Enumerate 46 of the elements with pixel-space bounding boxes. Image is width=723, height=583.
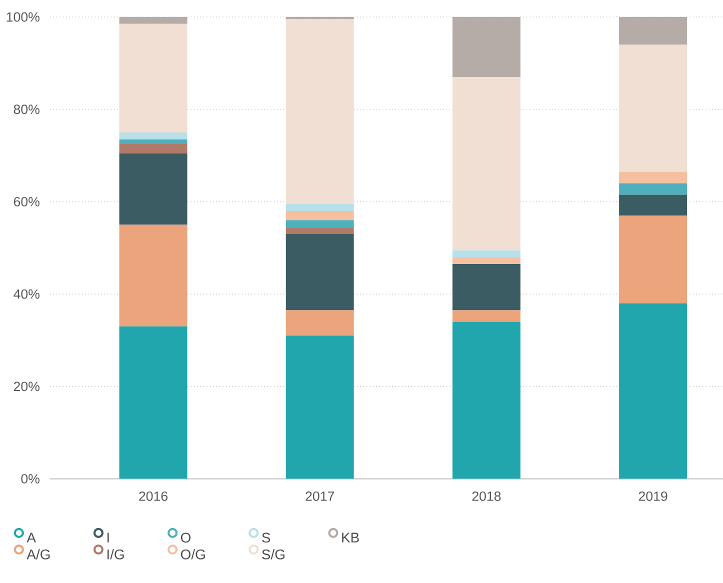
legend-label: O/G (180, 549, 205, 560)
bar (286, 19, 354, 204)
bar (452, 77, 520, 250)
bar (619, 216, 688, 304)
bar (452, 257, 520, 264)
y-tick-label: 20% (14, 382, 40, 392)
legend-label: KB (342, 532, 359, 543)
bar (286, 211, 354, 220)
bar (286, 234, 354, 310)
bar (119, 144, 188, 154)
bar (286, 310, 354, 336)
y-tick-label: 0% (21, 474, 40, 484)
y-tick-label: 80% (14, 104, 40, 114)
bar (619, 183, 688, 195)
bar (452, 250, 520, 258)
legend-label: A/G (26, 549, 50, 560)
bar (619, 172, 688, 184)
bar (452, 322, 520, 479)
y-tick-label: 100% (6, 12, 40, 22)
bar (452, 310, 520, 322)
bar (119, 132, 188, 140)
bar (619, 303, 688, 479)
x-tick-label: 2018 (472, 492, 501, 502)
legend-label: S (262, 532, 270, 543)
legend-label: I/G (108, 549, 124, 560)
bar (286, 227, 354, 234)
y-tick-label: 60% (14, 197, 40, 207)
bar (286, 204, 354, 212)
x-tick-label: 2019 (638, 492, 668, 502)
bar (119, 139, 188, 144)
y-tick-label: 40% (14, 289, 40, 299)
legend-label: O (180, 532, 191, 543)
bar (286, 336, 354, 479)
x-tick-label: 2017 (306, 492, 334, 502)
bar (119, 153, 188, 225)
bar (452, 264, 520, 310)
bar (119, 24, 188, 133)
legend-label: S/G (262, 549, 284, 560)
bar (119, 326, 188, 479)
bar (619, 194, 688, 216)
x-tick-label: 2016 (139, 492, 168, 502)
bar (119, 224, 188, 327)
bar (286, 220, 354, 228)
legend-label: I (108, 532, 109, 543)
legend-label: A (26, 532, 36, 543)
bar (619, 44, 688, 172)
